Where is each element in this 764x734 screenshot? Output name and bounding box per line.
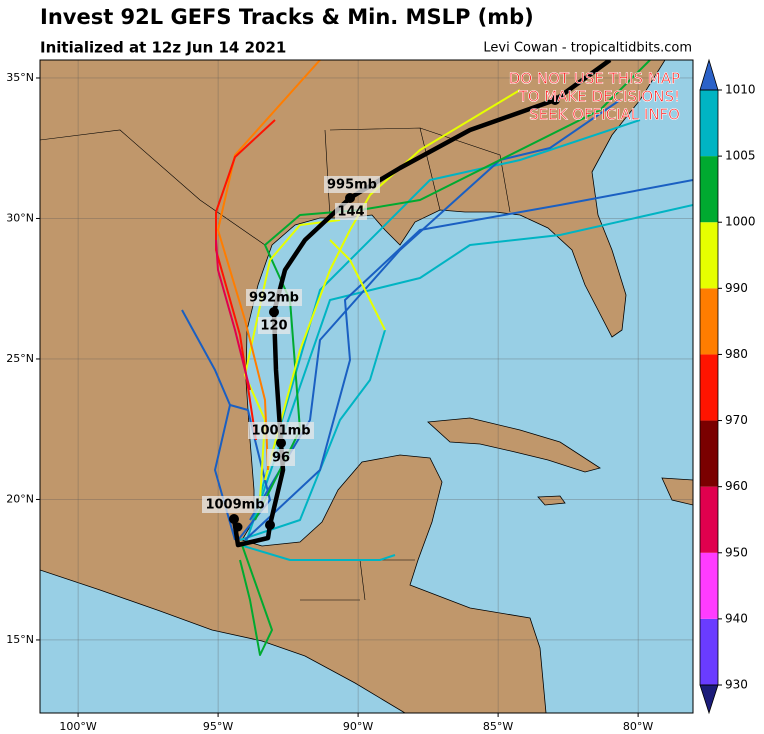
colorbar: 930 940 950 960 970 980 990 1000 1005 1010 [699, 58, 756, 715]
borders [40, 127, 511, 601]
colorbar-segment [700, 156, 718, 223]
pressure-label: 1001mb [251, 424, 310, 439]
lon-tick-label: 90°W [343, 720, 373, 733]
credit: Levi Cowan - tropicaltidbits.com [483, 41, 692, 56]
colorbar-tick-label: 950 [725, 545, 748, 559]
lon-tick-label: 80°W [623, 720, 653, 733]
graticule [40, 60, 693, 713]
lat-tick-label: 30°N [6, 211, 34, 224]
colorbar-segment [700, 354, 718, 421]
lat-tick-label: 25°N [6, 352, 34, 365]
pressure-label: 1009mb [205, 498, 264, 513]
hour-label: 96 [272, 451, 290, 466]
hour-label: 120 [260, 319, 287, 334]
lon-tick-label: 95°W [203, 720, 233, 733]
colorbar-tick-label: 960 [725, 479, 748, 493]
colorbar-segment [700, 618, 718, 685]
colorbar-segment [700, 486, 718, 553]
lat-tick-label: 20°N [6, 492, 34, 505]
lon-tick-label: 100°W [59, 720, 96, 733]
warning: SEEK OFFICIAL INFO [529, 106, 680, 124]
colorbar-segment [700, 420, 718, 487]
jamaica [537, 495, 566, 506]
colorbar-tick-label: 990 [725, 281, 748, 295]
pressure-label: 992mb [249, 291, 299, 306]
colorbar-tick-label: 930 [725, 678, 748, 692]
map: 995mb 144 992mb 120 1001mb 96 1009mb DO … [40, 60, 693, 713]
colorbar-segment [700, 90, 718, 157]
colorbar-segment [700, 288, 718, 355]
colorbar-segment [700, 222, 718, 289]
colorbar-segment [700, 552, 718, 619]
title: Invest 92L GEFS Tracks & Min. MSLP (mb) [40, 5, 534, 29]
colorbar-tick-label: 980 [725, 347, 748, 361]
cuba [427, 417, 601, 473]
map-frame [39, 59, 694, 714]
lon-tick-label: 85°W [483, 720, 513, 733]
warning: DO NOT USE THIS MAP [509, 70, 680, 88]
subtitle: Initialized at 12z Jun 14 2021 [40, 39, 286, 57]
hispaniola [661, 477, 693, 506]
colorbar-tick-label: 1005 [725, 149, 756, 163]
warning: TO MAKE DECISIONS! [518, 88, 680, 106]
hour-label: 144 [337, 205, 364, 220]
colorbar-tick-label: 970 [725, 413, 748, 427]
lat-tick-label: 15°N [6, 633, 34, 646]
colorbar-extend-above [699, 58, 719, 91]
lat-tick-label: 35°N [6, 71, 34, 84]
colorbar-tick-label: 1010 [725, 83, 756, 97]
colorbar-tick-label: 940 [725, 611, 748, 625]
pressure-label: 995mb [327, 178, 377, 193]
colorbar-frame [699, 89, 719, 686]
colorbar-extend-below [699, 684, 719, 715]
tracks [181, 60, 693, 656]
track-labels: 995mb 144 992mb 120 1001mb 96 1009mb [202, 176, 380, 513]
colorbar-tick-label: 1000 [725, 215, 756, 229]
